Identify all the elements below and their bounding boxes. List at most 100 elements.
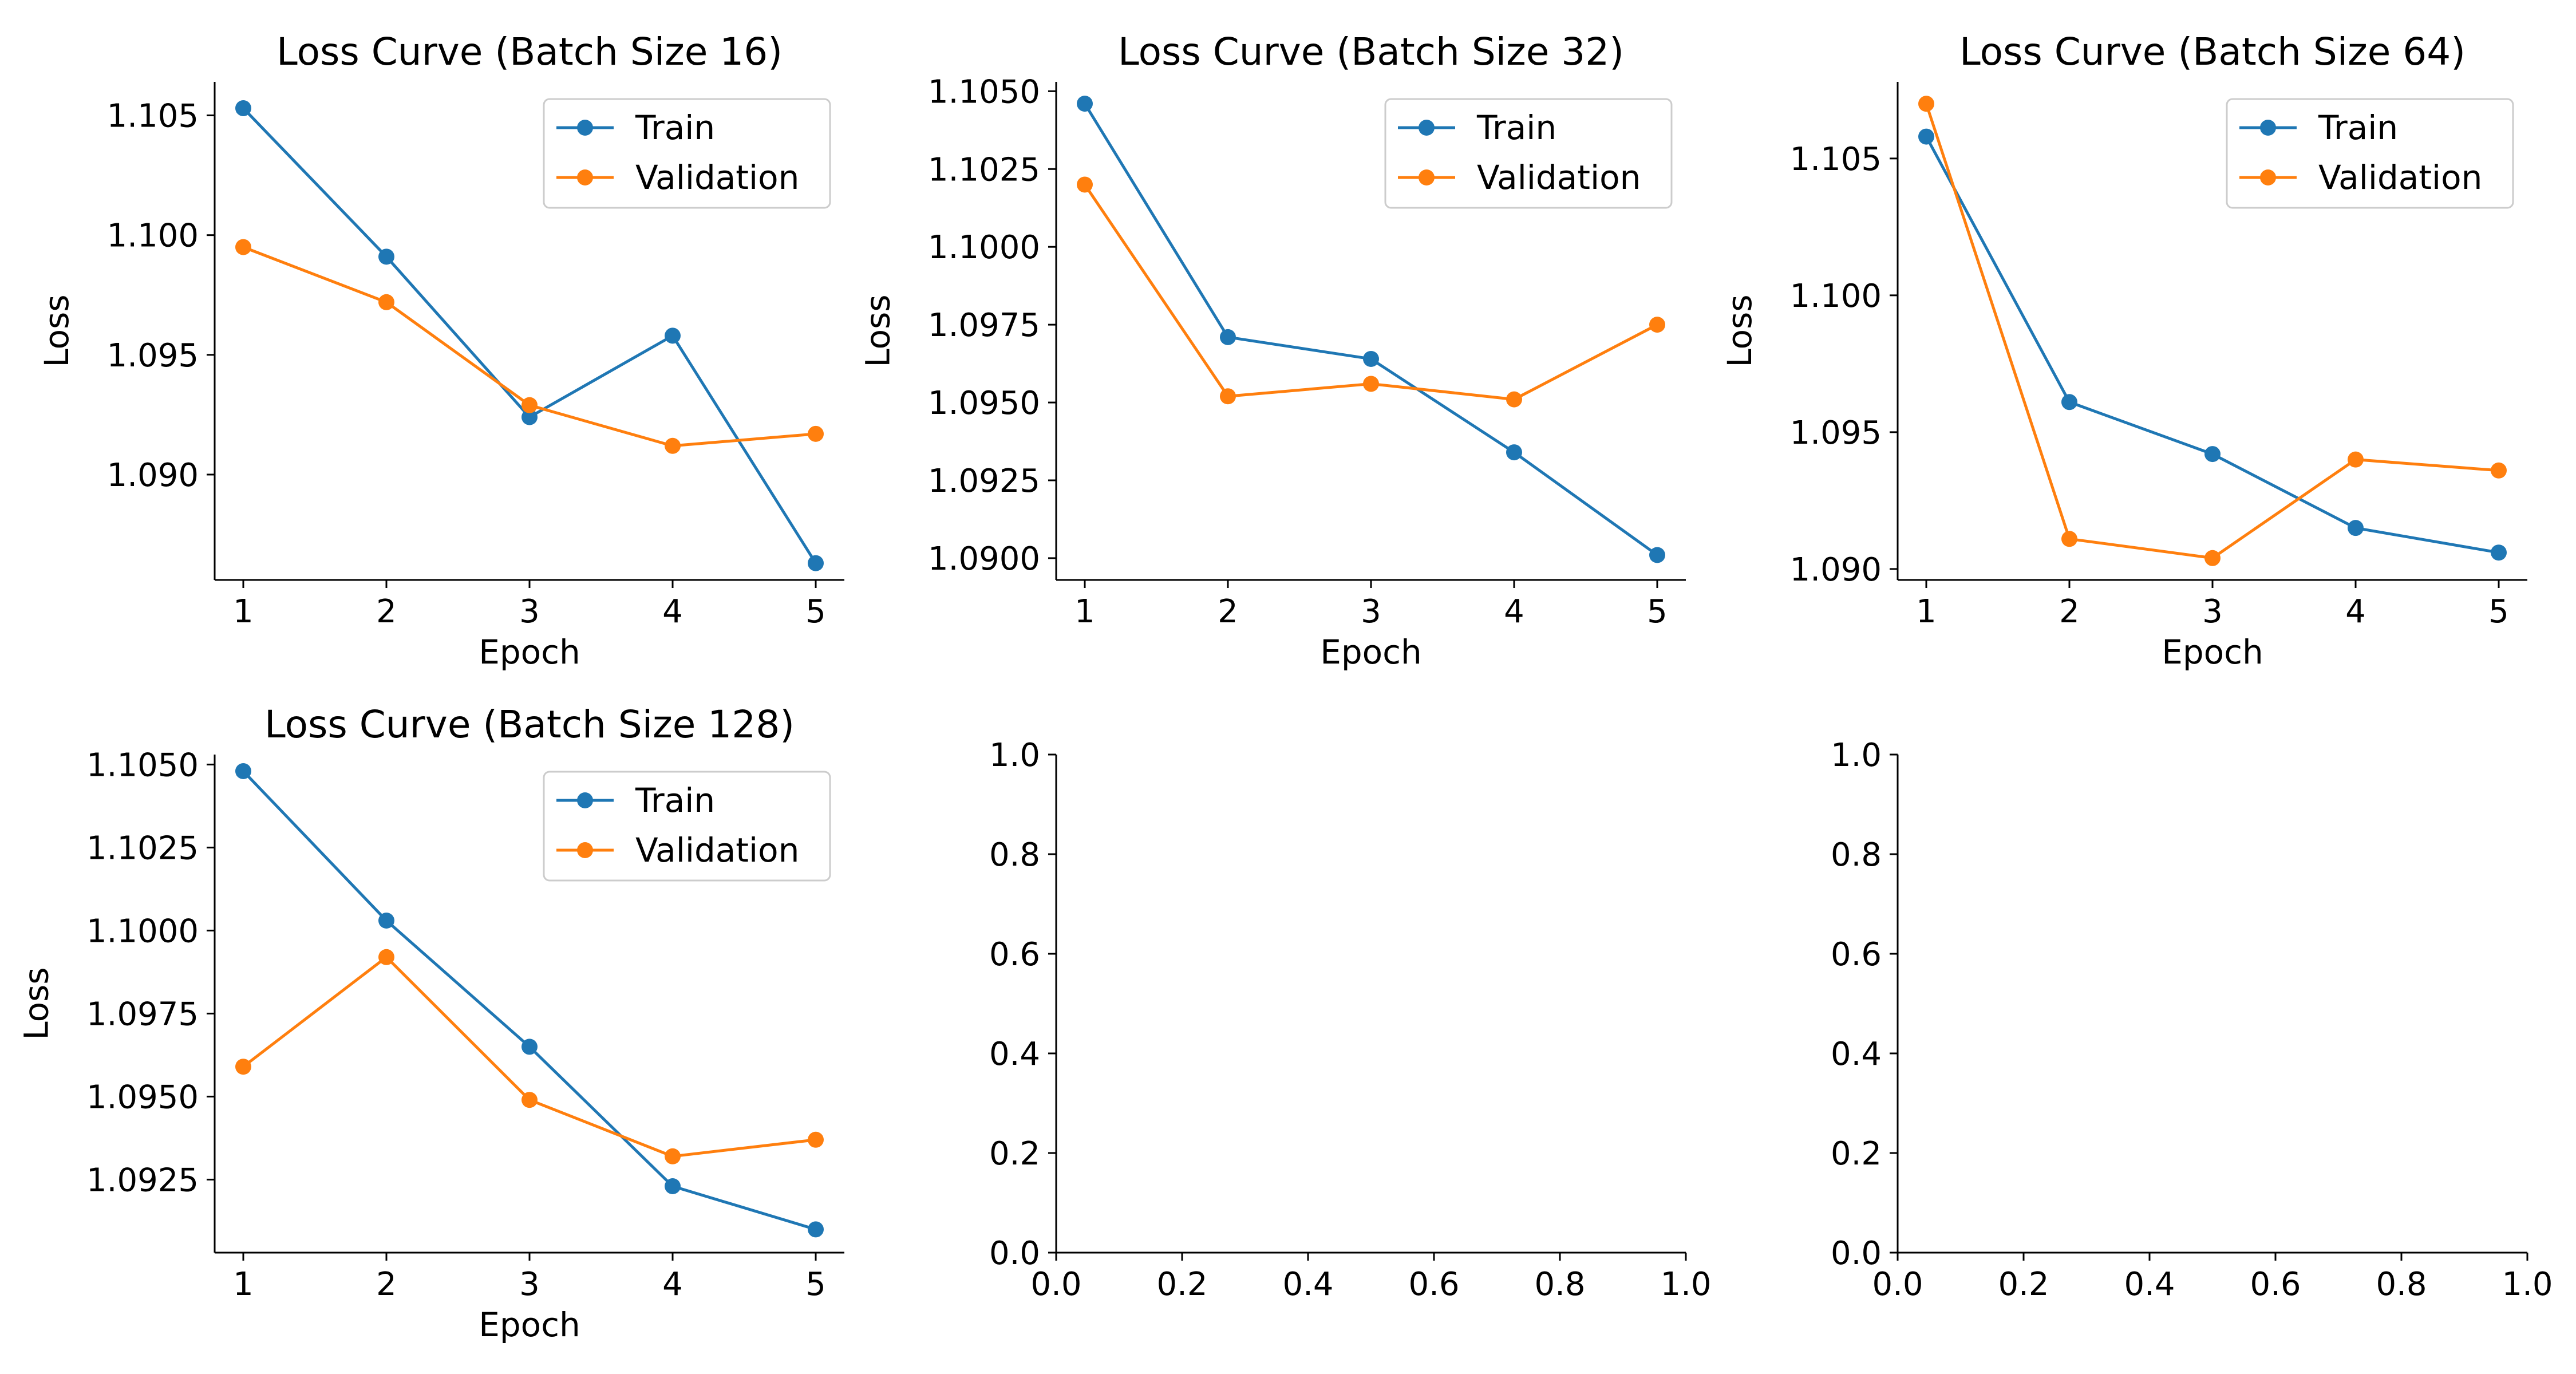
x-axis-label: Epoch xyxy=(479,1305,580,1344)
legend-swatch-marker xyxy=(577,169,593,185)
y-tick-label: 0.2 xyxy=(989,1135,1040,1172)
data-point xyxy=(235,1059,251,1075)
legend-swatch-marker xyxy=(2260,169,2276,185)
y-tick-label: 1.1000 xyxy=(86,913,199,950)
x-tick-label: 4 xyxy=(662,593,683,630)
legend-box xyxy=(2226,98,2514,209)
legend-swatch-marker xyxy=(1419,169,1435,185)
legend-label: Train xyxy=(635,108,715,147)
x-tick-label: 5 xyxy=(805,1266,826,1303)
series-validation xyxy=(1918,96,2507,566)
subplot-4: 1 2 3 4 5 1.0925 1.0950 1.0975 1.1000 1.1025 1.105… xyxy=(17,702,844,1344)
data-point xyxy=(2348,520,2364,536)
data-point xyxy=(808,555,824,571)
data-point xyxy=(665,1148,681,1164)
x-axis-label: Epoch xyxy=(479,633,580,672)
x-tick-label: 0.2 xyxy=(1998,1266,2049,1303)
y-tick-label: 1.1050 xyxy=(86,747,199,784)
y-tick-label: 1.095 xyxy=(1790,414,1882,452)
data-point xyxy=(1506,391,1522,408)
series-line xyxy=(1083,184,1658,401)
data-point xyxy=(1918,96,1934,112)
x-tick-label: 0.6 xyxy=(2250,1266,2301,1303)
data-point xyxy=(378,913,394,929)
legend: Train Validation xyxy=(1384,98,1673,209)
series-validation xyxy=(235,239,824,454)
legend: Train Validation xyxy=(2226,98,2514,209)
series-line xyxy=(242,956,816,1158)
chart-title: Loss Curve (Batch Size 128) xyxy=(264,702,795,747)
y-tick-label: 1.0 xyxy=(989,737,1040,774)
y-tick-label: 1.0 xyxy=(1831,737,1882,774)
y-tick-label: 1.0900 xyxy=(928,540,1040,578)
data-point xyxy=(808,1131,824,1148)
y-tick-label: 1.100 xyxy=(107,218,199,255)
data-point xyxy=(235,763,251,779)
legend-label: Validation xyxy=(1477,158,1641,197)
legend-label: Validation xyxy=(2318,158,2482,197)
x-tick-label: 2 xyxy=(376,593,397,630)
x-tick-label: 3 xyxy=(1361,593,1381,630)
y-tick-label: 0.4 xyxy=(989,1036,1040,1073)
series-train xyxy=(235,763,824,1238)
y-axis-label: Loss xyxy=(17,967,56,1040)
x-tick-label: 0.4 xyxy=(2124,1266,2175,1303)
data-point xyxy=(521,397,538,413)
y-axis-label: Loss xyxy=(858,294,897,367)
y-tick-label: 1.090 xyxy=(107,457,199,494)
legend-label: Validation xyxy=(635,831,799,870)
legend-label: Train xyxy=(2318,108,2398,147)
data-point xyxy=(2061,531,2077,547)
data-point xyxy=(2491,462,2507,479)
data-point xyxy=(378,248,394,265)
data-point xyxy=(808,1221,824,1238)
y-tick-label: 1.0950 xyxy=(86,1079,199,1116)
y-tick-label: 0.6 xyxy=(989,936,1040,973)
data-point xyxy=(378,294,394,310)
legend-box xyxy=(543,98,831,209)
data-point xyxy=(2061,394,2077,410)
x-tick-label: 2 xyxy=(376,1266,397,1303)
y-tick-label: 0.0 xyxy=(1831,1235,1882,1272)
data-point xyxy=(1077,176,1093,193)
data-point xyxy=(235,239,251,255)
legend: Train Validation xyxy=(543,98,831,209)
y-tick-label: 1.105 xyxy=(107,98,199,135)
subplot-6: 0.0 0.2 0.4 0.6 0.8 1.0 0.0 0.2 0.4 0.6 0.8 1.0 xyxy=(1831,737,2553,1303)
legend: Train Validation xyxy=(543,771,831,882)
x-tick-label: 4 xyxy=(2345,593,2366,630)
x-tick-label: 3 xyxy=(2202,593,2223,630)
data-point xyxy=(1363,350,1379,367)
legend-box xyxy=(1384,98,1673,209)
data-point xyxy=(521,1039,538,1055)
y-tick-label: 0.8 xyxy=(1831,836,1882,874)
y-tick-label: 1.1025 xyxy=(86,830,199,867)
x-tick-label: 0.6 xyxy=(1408,1266,1459,1303)
legend-label: Validation xyxy=(635,158,799,197)
series-train xyxy=(1918,128,2507,561)
data-point xyxy=(1077,96,1093,112)
y-tick-label: 1.0950 xyxy=(928,385,1040,422)
subplot-1: 1 2 3 4 5 1.090 1.095 1.100 1.105 Loss Curve (Bat… xyxy=(37,30,844,672)
y-tick-label: 1.1050 xyxy=(928,73,1040,110)
x-tick-label: 5 xyxy=(805,593,826,630)
chart-title: Loss Curve (Batch Size 16) xyxy=(276,30,783,74)
y-axis-label: Loss xyxy=(1720,294,1759,367)
x-tick-label: 2 xyxy=(2059,593,2080,630)
series-train xyxy=(1077,96,1665,563)
data-point xyxy=(808,425,824,442)
data-point xyxy=(665,327,681,344)
x-tick-label: 4 xyxy=(1504,593,1524,630)
data-point xyxy=(521,409,538,425)
data-point xyxy=(1918,128,1934,145)
y-tick-label: 0.0 xyxy=(989,1235,1040,1272)
x-tick-label: 3 xyxy=(519,1266,540,1303)
y-tick-label: 1.105 xyxy=(1790,141,1882,178)
x-tick-label: 1 xyxy=(233,593,254,630)
data-point xyxy=(2348,451,2364,468)
y-tick-label: 1.1025 xyxy=(928,151,1040,188)
y-tick-label: 1.090 xyxy=(1790,551,1882,589)
x-tick-label: 0.0 xyxy=(1030,1266,1081,1303)
data-point xyxy=(1220,329,1236,345)
